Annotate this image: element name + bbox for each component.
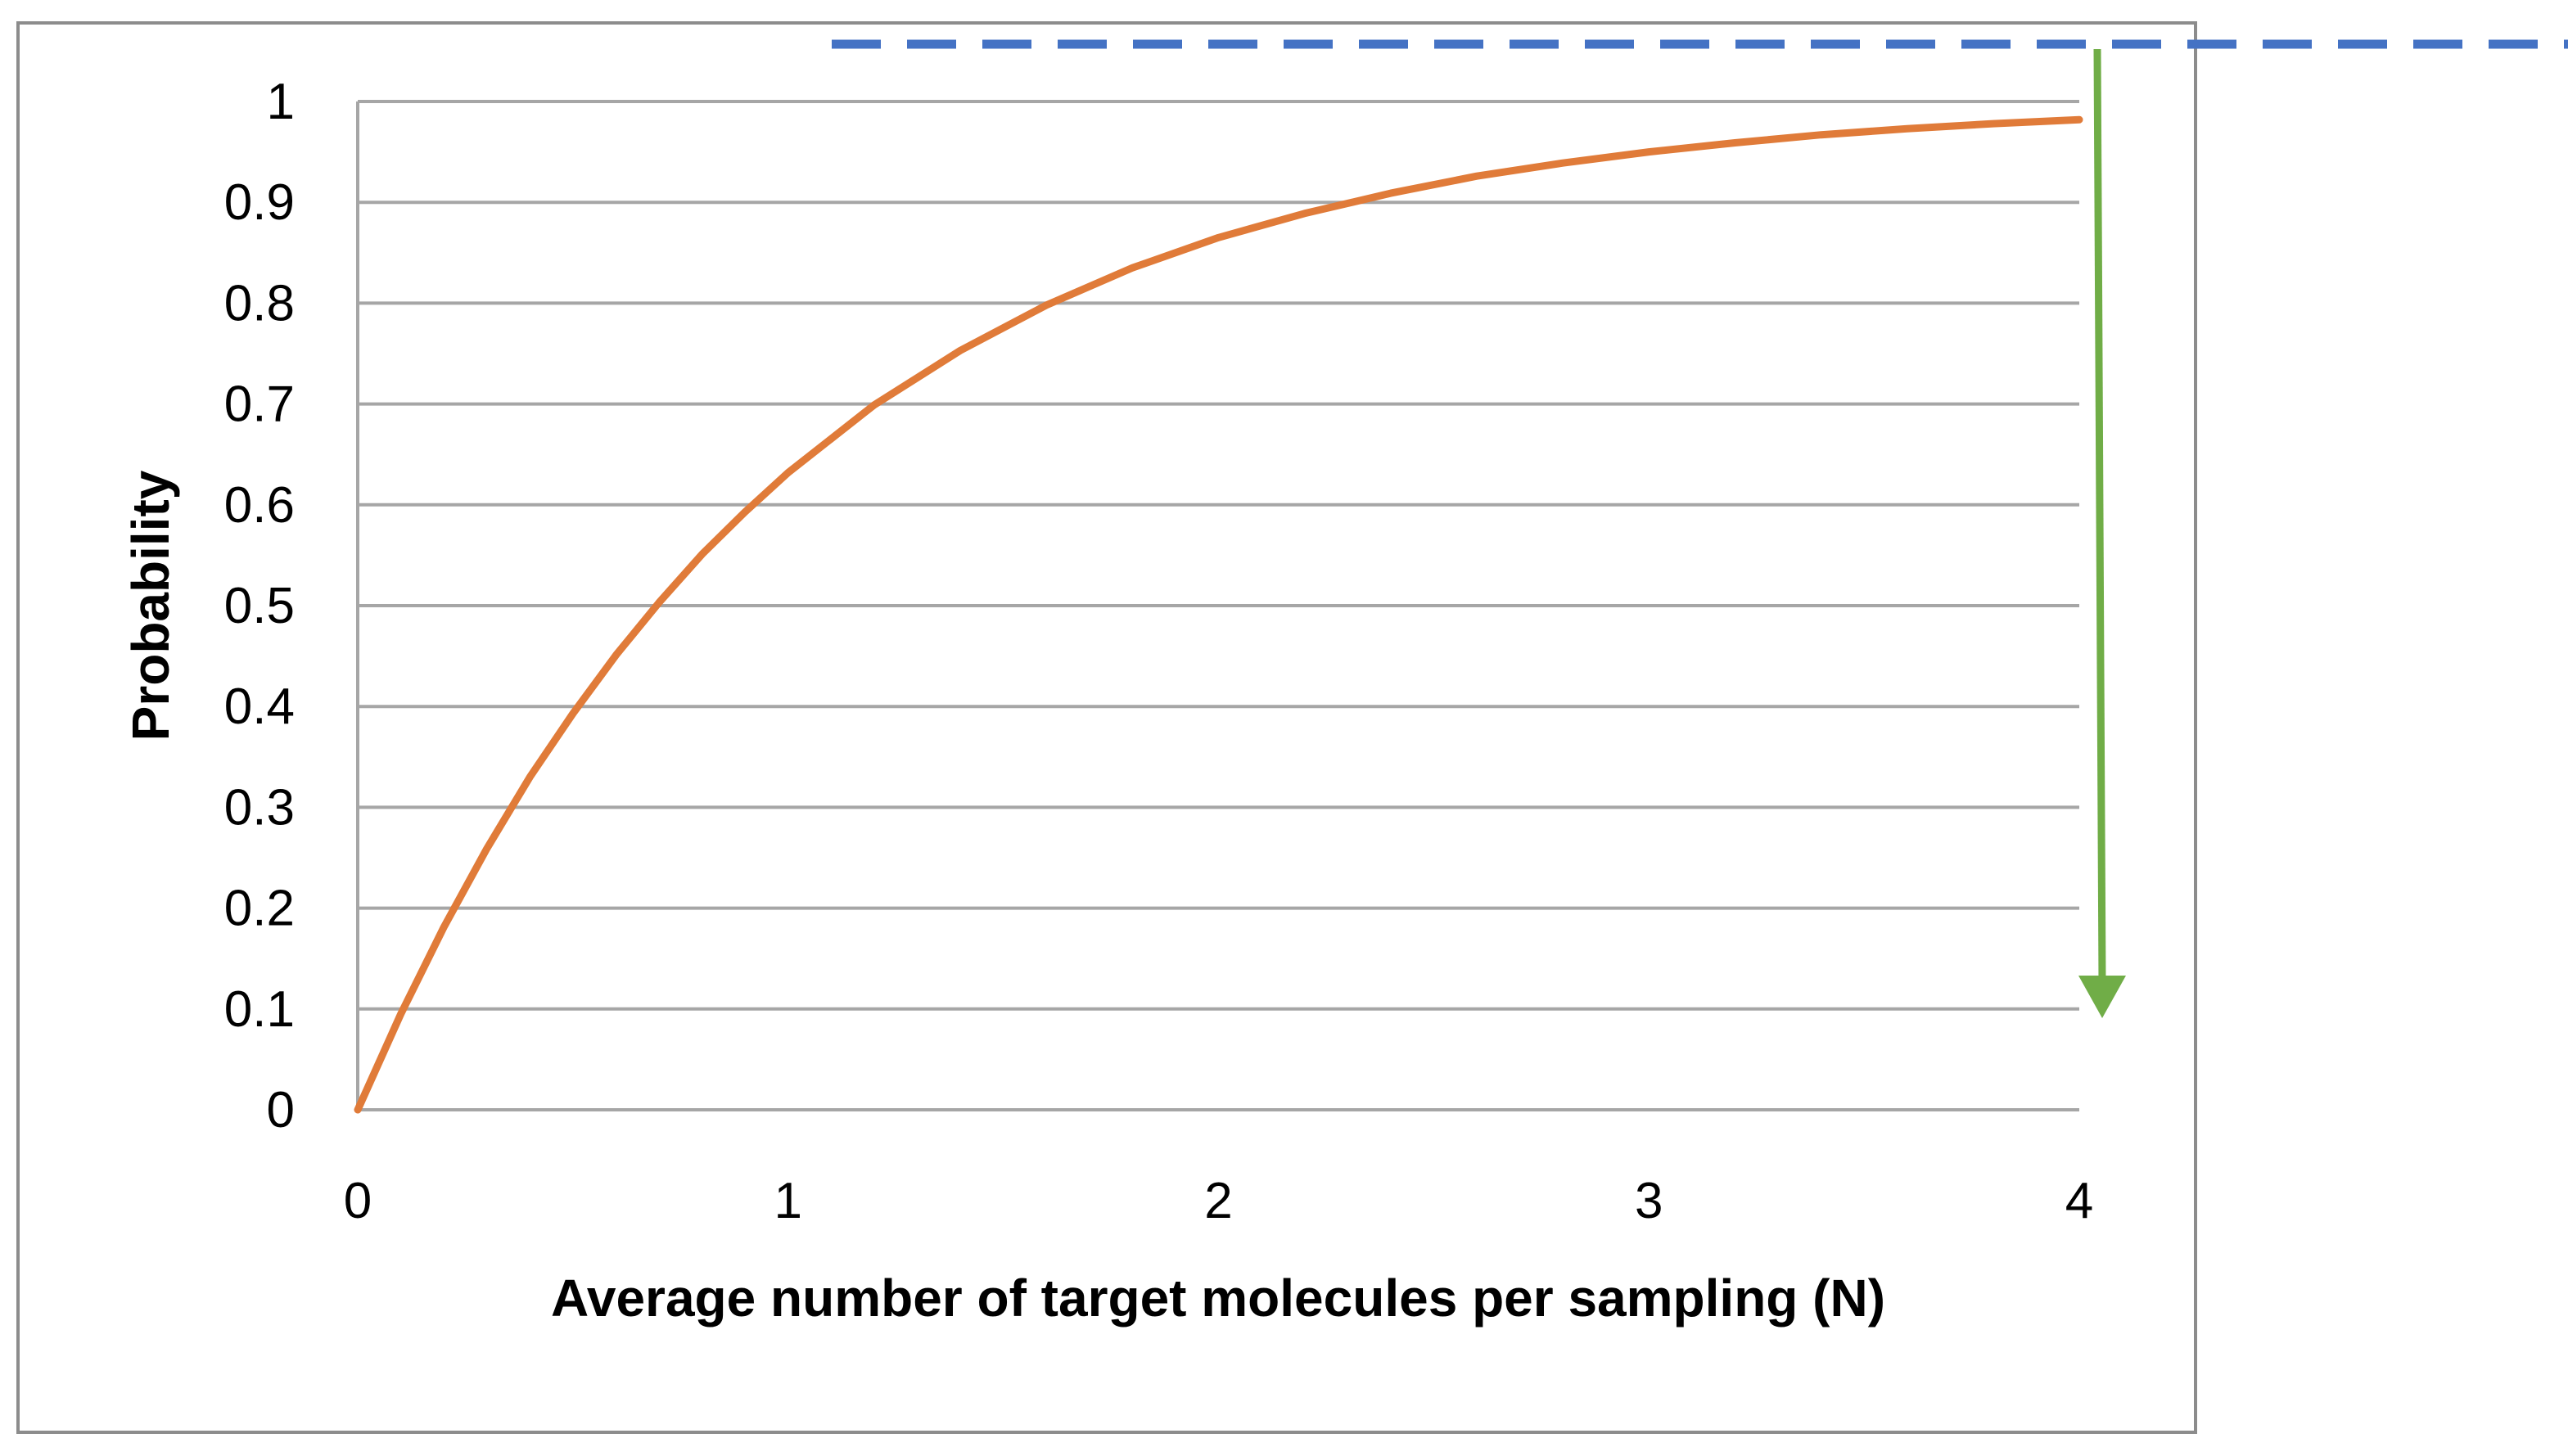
x-tick-label: 2 [1204,1173,1232,1229]
y-tick-label: 0.5 [224,578,295,634]
x-tick-label: 0 [344,1173,372,1229]
x-tick-labels: 0 1 2 3 4 [344,1173,2093,1229]
gridlines [356,100,2079,1111]
y-tick-label: 0.2 [224,881,295,937]
y-tick-label: 0 [267,1082,295,1138]
y-tick-label: 0.3 [224,779,295,836]
green-arrow-head [2078,976,2126,1018]
x-tick-label: 4 [2065,1173,2093,1229]
green-arrow-shaft [2093,48,2106,983]
y-tick-label: 0.4 [224,678,295,735]
x-axis-title: Average number of target molecules per s… [551,1269,1885,1328]
y-tick-label: 0.6 [224,477,295,534]
x-tick-label: 3 [1635,1173,1663,1229]
series-line [354,115,2083,1114]
x-tick-label: 1 [774,1173,802,1229]
y-tick-label: 0.7 [224,376,295,433]
series-group [354,115,2083,1114]
y-tick-label: 0.8 [224,275,295,331]
y-tick-label: 0.9 [224,174,295,231]
y-axis-title: Probability [121,470,180,741]
y-tick-labels: 0 0.1 0.2 0.3 0.4 0.5 0.6 0.7 0.8 0.9 1 [224,74,295,1138]
annotations [832,39,2568,1018]
y-tick-label: 0.1 [224,981,295,1038]
y-tick-label: 1 [267,74,295,130]
outer-border [16,21,2197,1434]
